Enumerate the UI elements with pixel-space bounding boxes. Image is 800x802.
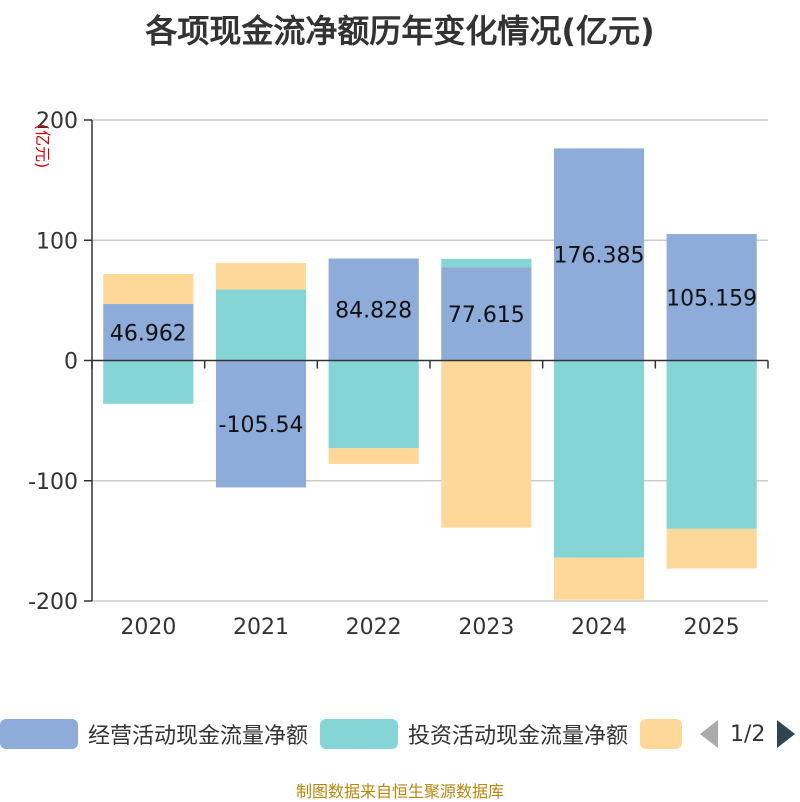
y-axis-unit: (亿元) (33, 124, 52, 169)
bar-series-2-2022[interactable] (328, 448, 419, 464)
x-tick-label: 2020 (120, 615, 176, 640)
bar-series-1-2023[interactable] (441, 258, 532, 268)
bar-series-2-2024[interactable] (553, 557, 645, 600)
bar-data-label: 84.828 (335, 298, 412, 323)
bar-series-0-2023[interactable] (441, 267, 532, 361)
legend-label-investing: 投资活动现金流量净额 (408, 724, 629, 749)
y-tick-label: -200 (28, 590, 78, 615)
bar-series-0-2025[interactable] (666, 234, 757, 361)
bar-series-1-2022[interactable] (328, 360, 419, 449)
bar-series-0-2020[interactable] (103, 304, 194, 361)
legend-label-operating: 经营活动现金流量净额 (88, 724, 309, 749)
bar-series-2-2025[interactable] (666, 528, 757, 569)
legend-item-operating[interactable]: 经营活动现金流量净额 (0, 716, 308, 752)
legend-item-investing[interactable]: 投资活动现金流量净额 (320, 716, 628, 752)
bar-data-label: 77.615 (448, 303, 525, 328)
y-tick-label: 0 (64, 350, 78, 375)
legend-swatch-operating (0, 719, 78, 749)
grid-layer (92, 119, 768, 602)
bar-series-1-2024[interactable] (553, 360, 645, 558)
bar-series-1-2021[interactable] (215, 289, 307, 361)
x-tick-label: 2021 (233, 615, 289, 640)
legend-next-icon[interactable] (777, 720, 796, 748)
bar-series-0-2022[interactable] (328, 258, 419, 361)
bar-series-2-2021[interactable] (215, 263, 307, 290)
legend-prev-icon[interactable] (700, 720, 718, 748)
x-tick-label: 2022 (346, 615, 402, 640)
bar-series-0-2024[interactable] (553, 148, 645, 361)
bar-data-label: -105.54 (219, 413, 304, 438)
x-tick-label: 2025 (684, 615, 740, 640)
bar-series-2-2020[interactable] (103, 273, 194, 305)
bar-series-1-2025[interactable] (666, 360, 757, 529)
bar-data-label: 46.962 (110, 321, 187, 346)
y-tick-label: -100 (28, 470, 78, 495)
legend: 经营活动现金流量净额 投资活动现金流量净额 1/2 (0, 716, 800, 752)
legend-swatch-investing (320, 719, 398, 749)
bar-layer (103, 148, 757, 600)
bar-series-0-2021[interactable] (215, 360, 307, 488)
x-tick-label: 2024 (571, 615, 627, 640)
bar-series-1-2020[interactable] (103, 360, 194, 404)
y-tick-label: 200 (36, 109, 78, 134)
y-tick-label: 100 (36, 229, 78, 254)
label-layer: 46.962 -105.54 84.828 77.615 176.385 105.159 (110, 243, 757, 438)
bar-data-label: 176.385 (554, 243, 645, 268)
bar-data-label: 105.159 (666, 286, 757, 311)
axis-layer: 200 100 0 -100 -200 2020 2021 2022 2023 2024 2025 (28, 109, 769, 640)
legend-pager: 1/2 (700, 716, 796, 752)
legend-swatch-financing (640, 719, 682, 749)
legend-page-indicator: 1/2 (730, 721, 766, 747)
bar-series-2-2023[interactable] (441, 360, 532, 528)
data-source-note: 制图数据来自恒生聚源数据库 (295, 782, 504, 801)
legend-item-financing[interactable] (640, 716, 682, 752)
x-tick-label: 2023 (458, 615, 514, 640)
chart-title: 各项现金流净额历年变化情况(亿元) (145, 12, 655, 50)
